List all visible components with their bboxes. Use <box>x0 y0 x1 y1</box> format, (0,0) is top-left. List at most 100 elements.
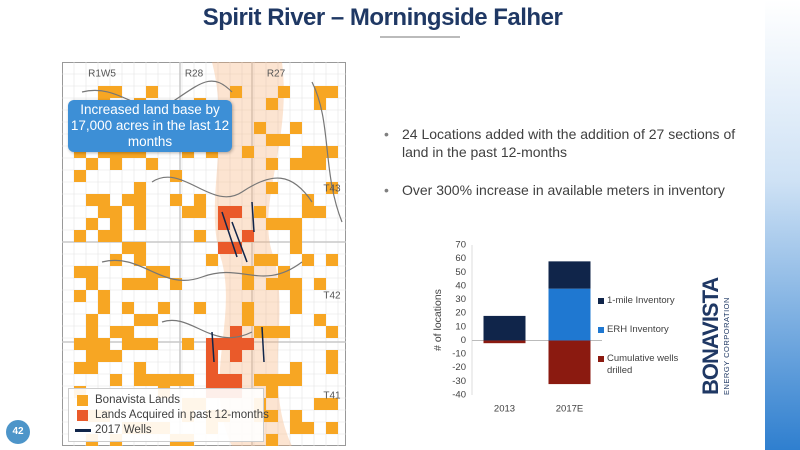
y-tick-label: 60 <box>455 253 466 264</box>
legend-label: Lands Acquired in past 12-months <box>95 409 269 421</box>
y-tick-label: 10 <box>455 321 466 332</box>
map-parcel <box>242 302 254 314</box>
map-legend: Bonavista Lands Lands Acquired in past 1… <box>68 388 269 442</box>
map-parcel <box>278 374 290 386</box>
map-parcel <box>110 218 122 230</box>
map-parcel <box>290 242 302 254</box>
map-parcel <box>206 362 218 374</box>
bar-segment <box>548 288 591 341</box>
map-parcel <box>170 194 182 206</box>
map-township-label: T42 <box>323 291 341 302</box>
map-parcel <box>290 410 302 422</box>
map-parcel <box>290 230 302 242</box>
map-well <box>231 221 248 263</box>
legend-swatch <box>598 356 604 362</box>
map-parcel <box>266 278 278 290</box>
map-parcel <box>74 170 86 182</box>
map-parcel <box>86 326 98 338</box>
map-parcel <box>170 374 182 386</box>
map-parcel <box>290 374 302 386</box>
legend-swatch <box>598 298 604 304</box>
logo-name: BONAVISTA <box>698 277 723 395</box>
map-parcel <box>218 206 230 218</box>
map-parcel <box>326 326 338 338</box>
map-parcel <box>266 218 278 230</box>
map-parcel <box>242 338 254 350</box>
chart: -40 -30 -20 -10 0 10 20 30 40 50 60 70 # of location… <box>432 240 604 415</box>
y-tick-label: 20 <box>455 308 466 319</box>
map-parcel <box>134 206 146 218</box>
map-parcel <box>302 194 314 206</box>
logo: BONAVISTA ENERGY CORPORATION <box>698 235 731 395</box>
map-parcel <box>266 410 278 422</box>
map-parcel <box>194 194 206 206</box>
map-parcel <box>290 302 302 314</box>
x-tick-label: 2013 <box>494 404 515 415</box>
map-parcel <box>110 86 122 98</box>
map-parcel <box>206 254 218 266</box>
map-parcel <box>326 362 338 374</box>
y-tick-label: 70 <box>455 240 466 251</box>
legend-label: 1-mile Inventory <box>607 295 675 306</box>
bar-segment <box>548 340 591 385</box>
map-parcel <box>110 326 122 338</box>
map-parcel <box>134 182 146 194</box>
map-parcel <box>194 230 206 242</box>
map-parcel <box>242 230 254 242</box>
map-parcel <box>86 266 98 278</box>
map-parcel <box>314 206 326 218</box>
map-parcel <box>134 314 146 326</box>
map-parcel <box>266 182 278 194</box>
y-tick-label: 0 <box>461 335 466 346</box>
map-parcel <box>302 146 314 158</box>
map-parcel <box>182 338 194 350</box>
map-parcel <box>254 326 266 338</box>
map-range-label: R1W5 <box>88 69 116 80</box>
map-parcel <box>134 194 146 206</box>
map-parcel <box>146 278 158 290</box>
map-parcel <box>206 338 218 350</box>
map-parcel <box>86 218 98 230</box>
map-parcel <box>98 194 110 206</box>
map-parcel <box>110 158 122 170</box>
map-parcel <box>302 206 314 218</box>
map-range-label: R27 <box>267 69 286 80</box>
map-river <box>151 176 313 203</box>
map-parcel <box>290 278 302 290</box>
map-parcel <box>110 206 122 218</box>
map-parcel <box>98 86 110 98</box>
map-parcel <box>146 158 158 170</box>
map-parcel <box>314 158 326 170</box>
map-parcel <box>110 230 122 242</box>
map-parcel <box>266 98 278 110</box>
map-parcel <box>302 422 314 434</box>
map-parcel <box>278 326 290 338</box>
legend-swatch <box>598 327 604 333</box>
map-parcel <box>74 266 86 278</box>
y-tick-label: 30 <box>455 294 466 305</box>
map-parcel <box>122 278 134 290</box>
map-parcel <box>266 386 278 398</box>
legend-label: Bonavista Lands <box>95 394 181 406</box>
map-township-label: T41 <box>323 391 341 402</box>
map-parcel <box>98 206 110 218</box>
map-parcel <box>302 254 314 266</box>
map-parcel <box>242 314 254 326</box>
legend-label: Cumulative wells drilled <box>607 353 679 376</box>
map-parcel <box>134 254 146 266</box>
map-parcel <box>86 362 98 374</box>
map-parcel <box>230 350 242 362</box>
map-parcel <box>134 374 146 386</box>
map-river <box>311 81 343 223</box>
map-parcel <box>242 266 254 278</box>
map-parcel <box>254 374 266 386</box>
map-parcel <box>290 158 302 170</box>
map-parcel <box>326 350 338 362</box>
map-parcel <box>266 134 278 146</box>
map-parcel <box>86 314 98 326</box>
map-parcel <box>326 254 338 266</box>
map-well <box>261 326 265 363</box>
map-parcel <box>230 338 242 350</box>
map-parcel <box>146 374 158 386</box>
map-parcel <box>122 338 134 350</box>
